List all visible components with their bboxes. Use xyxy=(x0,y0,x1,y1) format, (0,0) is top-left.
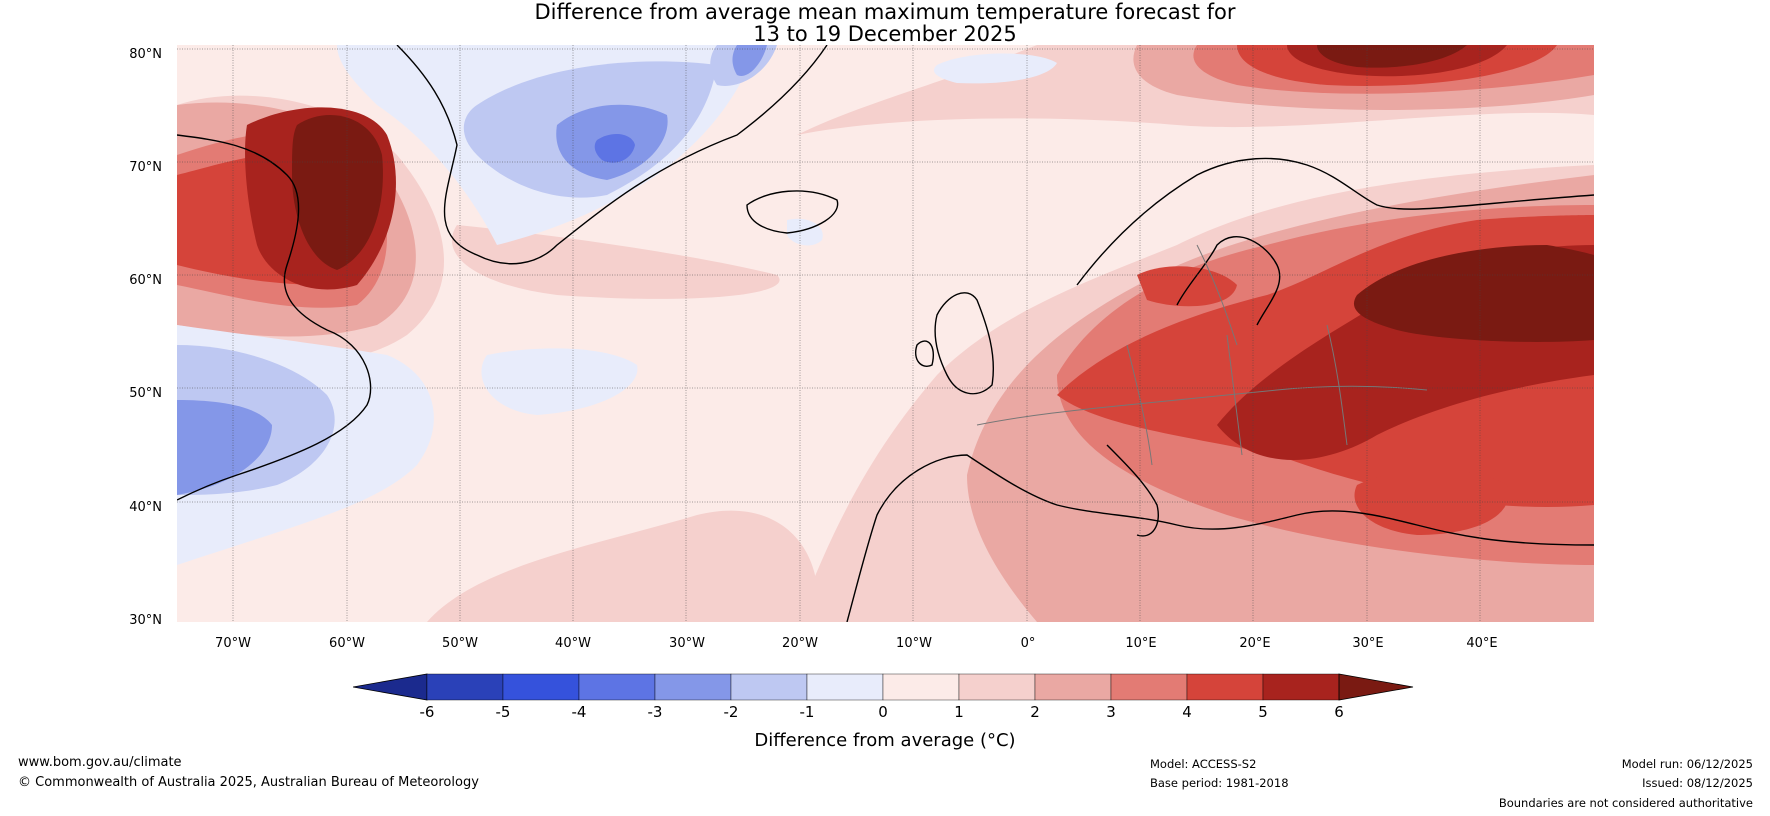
issued-date: Issued: 08/12/2025 xyxy=(1642,776,1753,790)
colorbar-tick-label: 6 xyxy=(1334,703,1344,721)
lat-label-70n: 70°N xyxy=(129,160,162,175)
anomaly-field xyxy=(177,45,1594,622)
model-name: Model: ACCESS-S2 xyxy=(1150,757,1257,771)
lon-label-30e: 30°E xyxy=(1352,636,1384,651)
colorbar-cell xyxy=(730,673,808,701)
colorbar-tick-label: 0 xyxy=(878,703,888,721)
colorbar-tick-label: -6 xyxy=(419,703,435,721)
country-borders xyxy=(976,244,1428,466)
colorbar-cell xyxy=(502,673,580,701)
copyright-notice: © Commonwealth of Australia 2025, Austra… xyxy=(18,775,479,790)
colorbar-label: Difference from average (°C) xyxy=(754,730,1016,751)
colorbar-cell xyxy=(1034,673,1112,701)
colorbar-tick-label: 3 xyxy=(1106,703,1116,721)
colorbar-tick-label: -3 xyxy=(647,703,663,721)
colorbar-cell xyxy=(578,673,656,701)
website-link[interactable]: www.bom.gov.au/climate xyxy=(18,755,182,770)
colorbar-tick-label: -4 xyxy=(571,703,587,721)
lon-label-0: 0° xyxy=(1020,636,1036,651)
model-run-date: Model run: 06/12/2025 xyxy=(1621,757,1753,771)
lat-label-80n: 80°N xyxy=(129,47,162,62)
colorbar xyxy=(353,673,1414,701)
colorbar-tick-label: -2 xyxy=(723,703,739,721)
colorbar-cell xyxy=(426,673,504,701)
boundaries-disclaimer: Boundaries are not considered authoritat… xyxy=(1498,796,1753,810)
colorbar-tick-label: 4 xyxy=(1182,703,1192,721)
lon-label-70w: 70°W xyxy=(215,636,251,651)
lat-label-40n: 40°N xyxy=(129,500,162,515)
lon-label-50w: 50°W xyxy=(442,636,478,651)
map-title-line-1: Difference from average mean maximum tem… xyxy=(534,0,1236,24)
lon-label-30w: 30°W xyxy=(669,636,705,651)
coastlines xyxy=(177,45,1594,622)
colorbar-cell xyxy=(1110,673,1188,701)
temperature-anomaly-map xyxy=(177,45,1594,622)
colorbar-tick-label: 5 xyxy=(1258,703,1268,721)
colorbar-tick-label: 2 xyxy=(1030,703,1040,721)
graticule xyxy=(177,45,1594,622)
colorbar-tick-label: 1 xyxy=(954,703,964,721)
lon-label-20w: 20°W xyxy=(782,636,818,651)
anomaly-over-6-region xyxy=(1353,245,1594,342)
lon-label-20e: 20°E xyxy=(1239,636,1271,651)
lat-label-50n: 50°N xyxy=(129,386,162,401)
colorbar-tick-label: -1 xyxy=(799,703,815,721)
colorbar-arrow-low xyxy=(353,673,428,701)
lon-label-40w: 40°W xyxy=(555,636,591,651)
lat-label-30n: 30°N xyxy=(129,613,162,628)
colorbar-arrow-high xyxy=(1338,673,1414,701)
lat-label-60n: 60°N xyxy=(129,273,162,288)
colorbar-cell xyxy=(882,673,960,701)
colorbar-cell xyxy=(806,673,884,701)
colorbar-tick-label: -5 xyxy=(495,703,511,721)
colorbar-cell xyxy=(958,673,1036,701)
lon-label-40e: 40°E xyxy=(1466,636,1498,651)
lon-label-60w: 60°W xyxy=(329,636,365,651)
map-title-line-2: 13 to 19 December 2025 xyxy=(753,22,1017,46)
colorbar-cell xyxy=(1262,673,1340,701)
lon-label-10e: 10°E xyxy=(1125,636,1157,651)
lon-label-10w: 10°W xyxy=(896,636,932,651)
colorbar-cell xyxy=(654,673,732,701)
colorbar-cell xyxy=(1186,673,1264,701)
anomaly-minus-4-3-region xyxy=(594,133,635,163)
base-period: Base period: 1981-2018 xyxy=(1150,776,1289,790)
